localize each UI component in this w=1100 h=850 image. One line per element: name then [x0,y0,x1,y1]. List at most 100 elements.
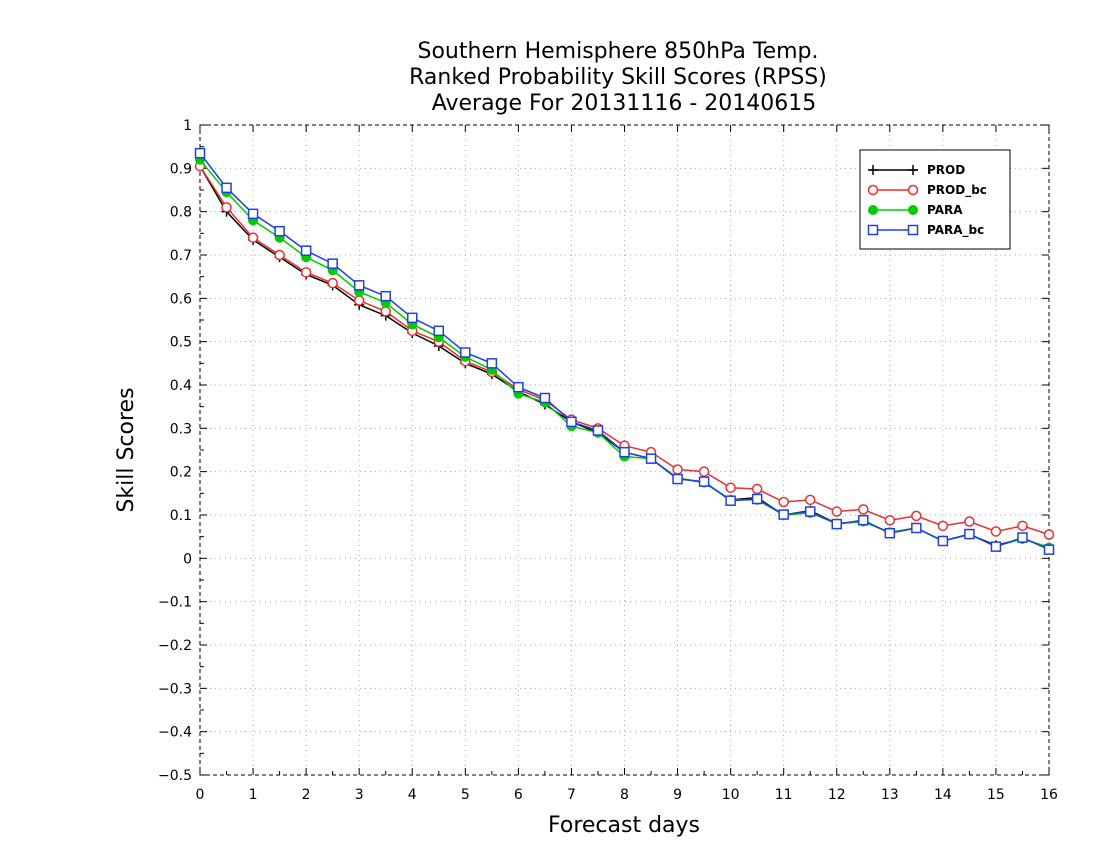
y-tick-labels: −0.5 −0.4 −0.3 −0.2 −0.1 0 0.1 0.2 0.3 0.4 0.5 0.6 0… [158,118,192,784]
y-tick-label: 0.8 [170,205,192,221]
data-point-para-bc [539,392,551,404]
x-tick-label: 14 [934,787,952,803]
data-point-prod-bc [1043,529,1055,540]
x-tick-label: 4 [408,787,417,803]
series-para-bc [194,147,1055,555]
data-point-prod-bc [911,510,922,522]
x-tick-label: 12 [828,787,846,803]
legend-item-prod: PROD [868,163,965,177]
data-point-prod-bc [327,277,338,289]
legend-label: PARA [927,203,963,217]
data-point-prod-bc [247,232,259,243]
data-point-prod-bc [380,306,391,317]
data-point-para-bc [831,518,842,530]
data-point-prod-bc [300,267,312,278]
x-tick-label: 2 [302,787,311,803]
data-point-prod-bc [221,202,232,213]
x-axis-label: Forecast days [548,813,700,838]
y-tick-label: 0.1 [170,508,192,524]
data-point-para-bc [513,381,524,393]
data-point-prod-bc [672,464,683,475]
data-point-para-bc [645,453,657,464]
series-lines [194,147,1055,555]
data-point-para-bc [1017,532,1028,543]
data-point-prod-bc [698,466,710,477]
data-point-para-bc [725,495,736,506]
x-tick-labels: 0 1 2 3 4 5 6 7 8 9 10 11 12 13 14 15 16 [196,787,1058,803]
data-point-para-bc [592,425,604,436]
data-point-prod-bc [884,514,896,526]
y-tick-label: 0.7 [170,248,192,264]
legend-box [859,149,1011,250]
data-point-para-bc [327,258,338,269]
data-point-para-bc [1043,544,1055,555]
y-tick-label: 0.9 [170,161,192,177]
title-line-3: Average For 20131116 - 20140615 [432,91,817,116]
data-point-para-bc [804,506,816,517]
data-point-para-bc [194,147,206,159]
data-point-para-bc [937,535,949,547]
legend-label: PROD [927,163,965,177]
data-point-para-bc [433,325,445,337]
y-tick-label: −0.4 [158,725,192,741]
data-point-prod-bc [831,506,842,517]
data-point-prod-bc [964,516,975,527]
legend-item-para: PARA [868,203,963,217]
y-tick-label: −0.5 [158,768,192,784]
data-point-para-bc [486,358,498,369]
x-tick-label: 13 [881,787,899,803]
legend-marker [867,224,879,236]
data-point-prod-bc [937,520,949,532]
data-point-prod-bc [778,496,789,508]
data-point-para-bc [300,245,312,256]
data-point-para-bc [751,493,763,505]
data-point-prod-bc [858,504,869,515]
title-line-1: Southern Hemisphere 850hPa Temp. [418,39,819,64]
legend-label: PARA_bc [927,223,984,238]
chart-title: Southern Hemisphere 850hPa Temp. Ranked … [409,39,827,116]
legend: PROD PROD_bc PARA PARA_bc [859,149,1011,250]
data-point-para-bc [964,528,975,540]
data-point-para-bc [566,416,577,428]
legend-marker [868,165,878,175]
data-point-prod-bc [990,526,1002,537]
legend-marker [907,224,919,236]
legend-marker [868,205,878,215]
y-tick-label: 0.6 [170,291,192,307]
x-tick-label: 10 [722,787,740,803]
data-point-para-bc [990,541,1002,552]
data-point-para-bc [221,182,232,194]
data-point-para-bc [619,446,630,458]
y-tick-label: −0.1 [158,595,192,611]
data-point-para-bc [672,473,683,485]
title-line-2: Ranked Probability Skill Scores (RPSS) [409,65,827,90]
data-point-para-bc [460,347,471,358]
y-tick-label: 0 [183,551,192,567]
legend-marker [908,205,918,215]
data-point-para-bc [858,514,869,526]
legend-item-prod-bc: PROD_bc [867,183,987,198]
data-point-para-bc [911,522,922,534]
y-tick-label: 0.3 [170,421,192,437]
x-tick-label: 15 [987,787,1005,803]
legend-marker [867,184,879,196]
x-tick-label: 11 [775,787,793,803]
data-point-para-bc [380,290,391,302]
data-point-para-bc [274,225,285,237]
y-tick-label: −0.2 [158,638,192,654]
x-tick-label: 1 [249,787,258,803]
data-point-para-bc [778,509,789,520]
data-point-prod-bc [274,249,285,261]
y-axis-label: Skill Scores [114,387,139,512]
data-point-para-bc [247,208,259,220]
y-tick-label: 0.4 [170,378,192,394]
data-point-para-bc [698,476,710,487]
legend-item-para-bc: PARA_bc [867,223,984,238]
data-point-prod-bc [804,494,816,506]
legend-marker [907,184,919,196]
x-tick-label: 0 [196,787,205,803]
data-point-para-bc [884,527,896,539]
data-point-prod-bc [353,295,365,306]
x-tick-label: 5 [461,787,470,803]
